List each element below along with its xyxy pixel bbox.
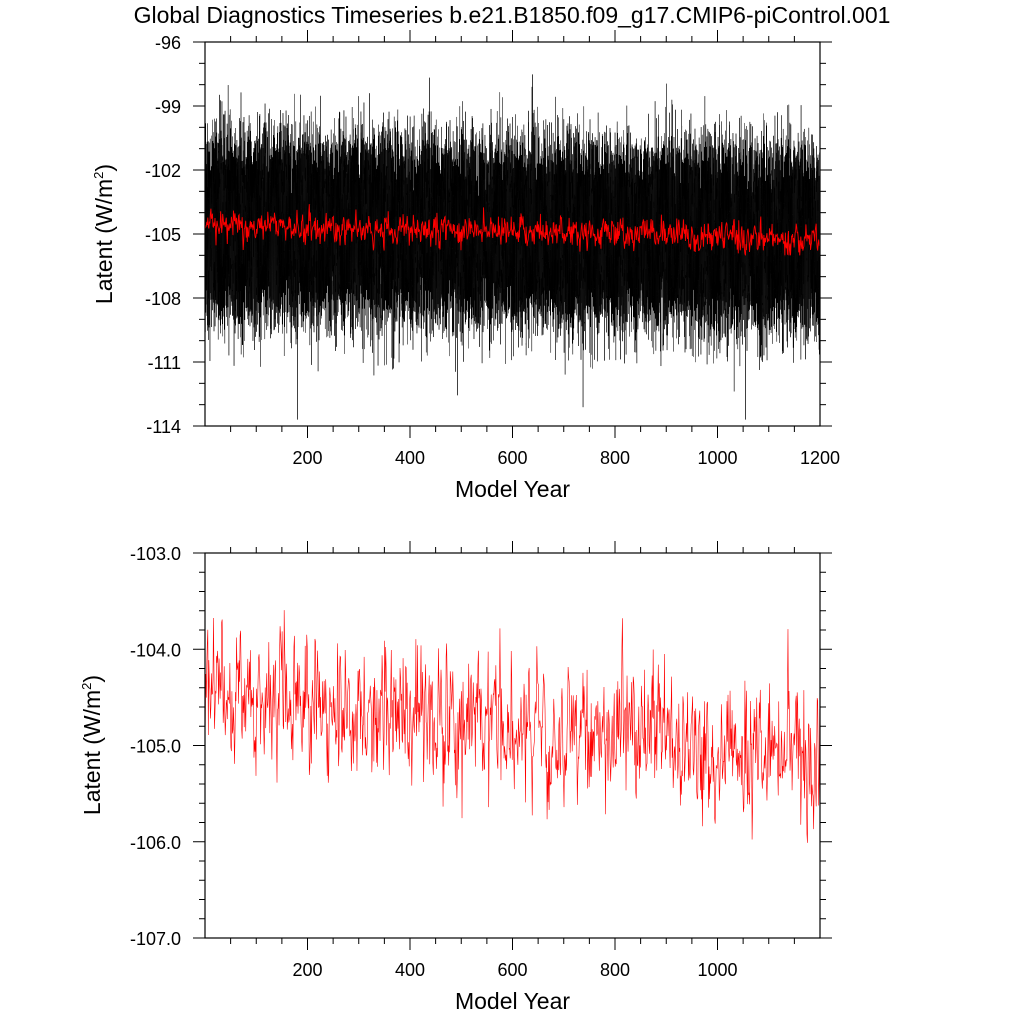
annual-series-line <box>204 610 821 843</box>
x-tick-label: 200 <box>292 960 322 980</box>
x-tick-label: 1200 <box>800 448 840 468</box>
top-y-title-superscript: 2 <box>91 172 106 179</box>
bottom-panel-x-axis-title: Model Year <box>455 988 570 1014</box>
y-tick-label: -105.0 <box>130 737 181 757</box>
y-tick-label: -99 <box>155 97 181 117</box>
bottom-panel-ticks <box>193 541 832 950</box>
bottom-y-title-superscript: 2 <box>79 683 94 690</box>
x-tick-label: 400 <box>395 448 425 468</box>
x-tick-label: 1000 <box>697 448 737 468</box>
bottom-panel-frame <box>204 552 821 939</box>
y-tick-label: -108 <box>145 289 181 309</box>
bottom-panel-y-axis-title: Latent (W/m2) <box>79 675 105 815</box>
x-tick-label: 1000 <box>697 960 737 980</box>
top-y-title-main: Latent (W/m <box>91 179 117 304</box>
x-tick-label: 400 <box>395 960 425 980</box>
bottom-panel-series <box>204 610 821 843</box>
annual-series-line <box>204 204 821 256</box>
top-panel-frame <box>204 41 821 427</box>
y-tick-label: -105 <box>145 225 181 245</box>
x-tick-label: 800 <box>600 448 630 468</box>
y-tick-label: -114 <box>146 417 181 437</box>
bottom-y-title-close: ) <box>79 675 105 683</box>
x-tick-label: 200 <box>292 448 322 468</box>
x-tick-label: 600 <box>497 448 527 468</box>
bottom-panel-tick-labels: 200 400 600 800 1000 -103.0 -104.0 -105.0 -106.0… <box>130 544 738 980</box>
y-tick-label: -102 <box>145 161 181 181</box>
y-tick-label: -107.0 <box>130 929 181 949</box>
top-panel-x-axis-title: Model Year <box>455 476 570 502</box>
top-panel-y-axis-title: Latent (W/m2) <box>91 164 117 304</box>
page-title: Global Diagnostics Timeseries b.e21.B185… <box>133 2 891 28</box>
y-tick-label: -103.0 <box>130 544 181 564</box>
x-tick-label: 800 <box>600 960 630 980</box>
bottom-y-title-main: Latent (W/m <box>79 690 105 815</box>
top-panel-ticks <box>193 30 832 438</box>
top-panel-series <box>204 74 821 420</box>
monthly-series-line <box>204 74 821 420</box>
y-tick-label: -104.0 <box>130 640 181 660</box>
x-tick-label: 600 <box>497 960 527 980</box>
bottom-panel: 200 400 600 800 1000 -103.0 -104.0 -105.0 -106.0… <box>79 541 832 1014</box>
y-tick-label: -96 <box>155 33 181 53</box>
y-tick-label: -106.0 <box>130 833 181 853</box>
top-y-title-close: ) <box>91 164 117 172</box>
y-tick-label: -111 <box>148 353 181 373</box>
top-panel: 200 400 600 800 1000 1200 -96 -99 -102 -105 -108 -1… <box>91 30 840 502</box>
top-panel-tick-labels: 200 400 600 800 1000 1200 -96 -99 -102 -105 -108 -1… <box>145 33 840 468</box>
